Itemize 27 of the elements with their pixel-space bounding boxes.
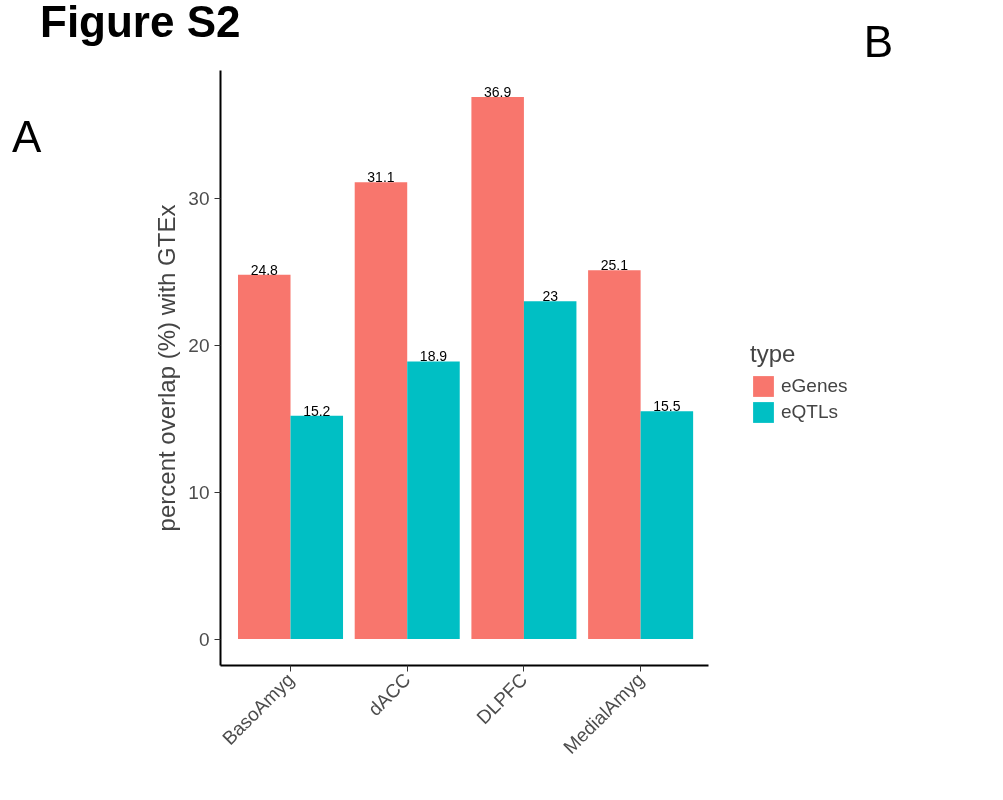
bar — [523, 301, 577, 640]
data-label: 31.1 — [367, 169, 395, 186]
y-tick-label: 20 — [188, 334, 210, 356]
bar — [471, 96, 524, 640]
data-label: 24.8 — [250, 261, 279, 278]
data-label: 23 — [542, 288, 559, 305]
bar — [290, 415, 344, 640]
bar — [238, 274, 291, 640]
bar — [640, 411, 694, 640]
legend-title: type — [750, 340, 797, 368]
data-label: 36.9 — [484, 83, 512, 100]
text: A — [11, 111, 42, 161]
bar — [588, 270, 641, 640]
data-label: 18.9 — [419, 348, 448, 365]
chart-title: Figure S2 — [40, 0, 241, 48]
y-axis-title: percent overlap (%) with GTEx — [153, 204, 181, 532]
text: B — [863, 17, 893, 66]
data-label: 15.5 — [653, 398, 681, 415]
y-tick-label: 10 — [188, 481, 210, 503]
y-tick-label: 30 — [188, 187, 210, 209]
data-label: 15.2 — [303, 402, 331, 419]
bar — [354, 182, 408, 640]
bar — [407, 361, 460, 640]
y-tick-label: 0 — [198, 628, 210, 650]
data-label: 25.1 — [600, 257, 629, 274]
legend-label: eQTLs — [781, 401, 839, 423]
legend-label: eGenes — [781, 375, 848, 397]
